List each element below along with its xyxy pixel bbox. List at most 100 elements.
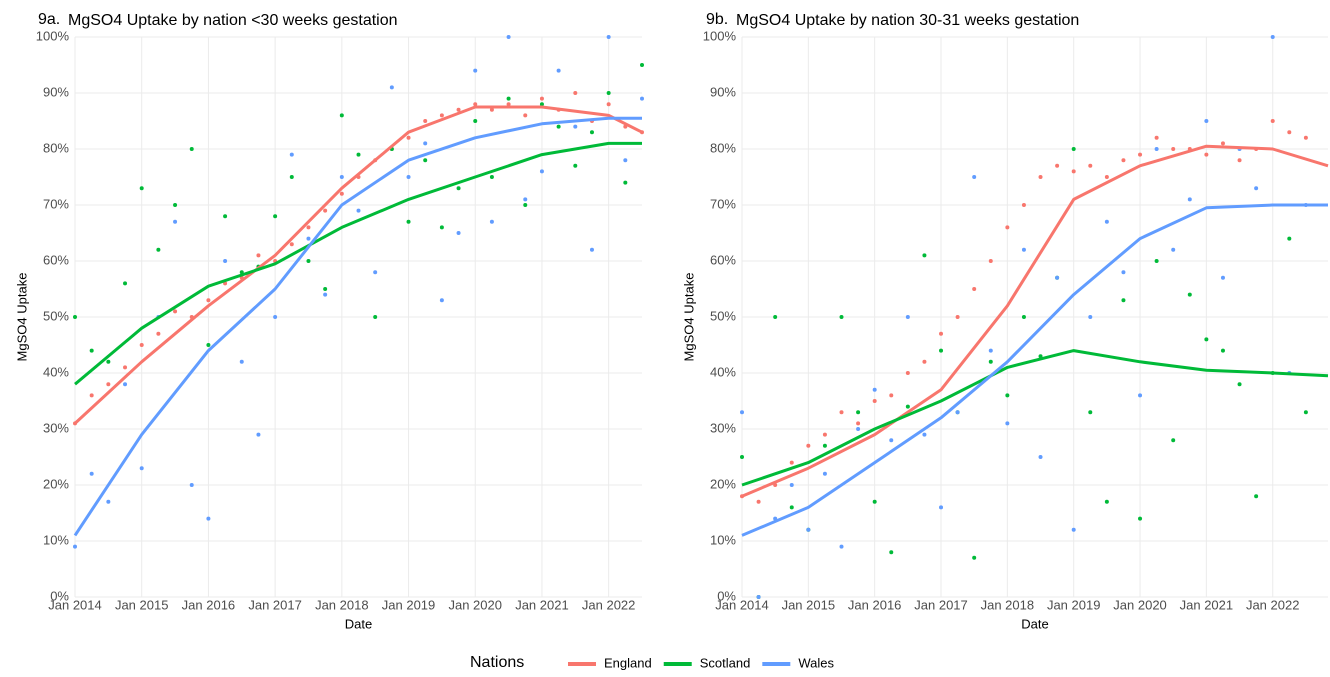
data-point (922, 432, 927, 437)
data-point (556, 68, 561, 73)
data-point (339, 175, 344, 179)
data-point (1303, 410, 1308, 415)
data-point (1121, 298, 1126, 303)
data-point (822, 432, 827, 437)
data-point (539, 169, 544, 174)
data-point (323, 287, 328, 291)
x-tick-label: Jan 2021 (515, 597, 569, 612)
data-point (289, 152, 294, 157)
data-point (1220, 141, 1225, 146)
data-point (905, 371, 910, 375)
y-axis-label: MgSO4 Uptake (14, 273, 29, 362)
data-point (1021, 203, 1026, 207)
legend-label: Scotland (700, 655, 751, 670)
data-point (1254, 186, 1259, 191)
data-point (289, 242, 294, 247)
data-point (573, 124, 578, 129)
y-tick-label: 100% (703, 28, 737, 43)
data-point (1121, 270, 1126, 275)
x-tick-label: Jan 2021 (1180, 597, 1234, 612)
data-point (922, 253, 927, 258)
data-point (905, 315, 910, 319)
data-point (323, 292, 328, 297)
data-point (1204, 337, 1209, 342)
data-point (173, 219, 178, 224)
data-point (1088, 163, 1093, 168)
trend-line (73, 105, 643, 425)
data-point (223, 214, 228, 219)
data-point (539, 96, 544, 101)
data-point (822, 471, 827, 476)
data-point (756, 499, 761, 504)
y-tick-label: 10% (43, 532, 69, 547)
trend-line (73, 116, 642, 537)
data-point (489, 107, 494, 112)
y-tick-label: 80% (710, 140, 736, 155)
y-tick-label: 20% (43, 476, 69, 491)
data-point (156, 331, 161, 336)
data-point (773, 315, 778, 319)
data-point (939, 331, 944, 336)
data-point (1005, 393, 1010, 398)
x-tick-label: Jan 2016 (182, 597, 236, 612)
data-point (1187, 292, 1192, 297)
data-point (223, 259, 228, 263)
data-point (1171, 438, 1176, 443)
data-point (573, 163, 578, 168)
data-point (1204, 152, 1209, 157)
data-point (1237, 382, 1242, 387)
x-tick-label: Jan 2015 (115, 597, 169, 612)
data-point (1038, 354, 1043, 359)
panel-label: 9a. (38, 11, 60, 28)
y-tick-label: 20% (710, 476, 736, 491)
data-point (173, 309, 178, 314)
data-point (1204, 119, 1209, 123)
data-point (1270, 119, 1275, 123)
data-point (489, 175, 494, 179)
data-point (740, 410, 744, 415)
data-point (439, 113, 444, 118)
y-tick-label: 40% (43, 364, 69, 379)
data-point (1038, 455, 1043, 459)
data-point (589, 130, 594, 135)
data-point (1254, 494, 1259, 499)
data-point (1303, 135, 1308, 140)
data-point (106, 382, 111, 387)
data-point (339, 191, 344, 196)
data-point (839, 410, 844, 415)
y-tick-label: 60% (43, 252, 69, 267)
x-tick-label: Jan 2020 (448, 597, 502, 612)
data-point (640, 96, 644, 101)
data-point (1171, 147, 1176, 151)
y-tick-label: 80% (43, 140, 69, 155)
x-tick-label: Jan 2017 (914, 597, 968, 612)
data-point (1071, 169, 1076, 174)
data-point (273, 214, 278, 219)
data-point (1021, 247, 1026, 252)
data-point (740, 455, 744, 459)
data-point (589, 247, 594, 252)
data-point (988, 359, 993, 364)
x-tick-label: Jan 2015 (782, 597, 836, 612)
data-point (972, 555, 977, 560)
data-point (123, 365, 128, 370)
data-point (1187, 197, 1192, 202)
data-point (939, 348, 944, 353)
data-point (73, 315, 77, 319)
data-point (806, 443, 811, 448)
data-point (389, 85, 394, 90)
data-point (306, 236, 311, 241)
data-point (988, 348, 993, 353)
data-point (573, 91, 578, 95)
data-point (356, 152, 361, 157)
data-point (123, 382, 128, 387)
data-point (456, 231, 461, 235)
x-tick-label: Jan 2016 (848, 597, 902, 612)
data-point (1154, 259, 1159, 263)
legend-label: England (604, 655, 652, 670)
data-point (306, 225, 311, 230)
data-point (856, 410, 861, 415)
data-point (106, 499, 111, 504)
data-point (506, 35, 511, 39)
